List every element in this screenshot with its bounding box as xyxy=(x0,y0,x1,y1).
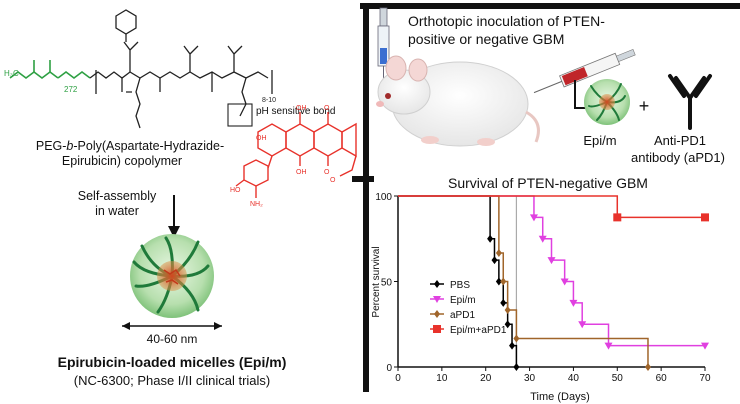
data-point xyxy=(613,213,622,222)
data-point xyxy=(509,341,516,350)
data-point xyxy=(569,299,578,307)
data-point xyxy=(560,278,569,286)
data-point xyxy=(547,257,556,265)
y-tick-label: 0 xyxy=(386,363,392,374)
data-point xyxy=(701,213,709,222)
data-point xyxy=(487,234,494,243)
data-point xyxy=(500,277,507,286)
self-assembly-arrow xyxy=(168,195,180,238)
legend-label: Epi/m+aPD1 xyxy=(450,325,507,336)
micelle-subtitle: (NC-6300; Phase I/II clinical trials) xyxy=(74,373,271,388)
y-tick-label: 50 xyxy=(381,278,393,289)
data-point xyxy=(504,306,511,315)
peg-chain xyxy=(9,60,91,79)
data-point xyxy=(513,363,520,371)
antibody-label-line2: antibody (aPD1) xyxy=(631,150,725,165)
svg-text:HO: HO xyxy=(230,187,241,194)
data-point xyxy=(491,256,498,265)
micelle-title: Epirubicin-loaded micelles (Epi/m) xyxy=(58,354,287,370)
antibody-icon xyxy=(668,74,712,130)
x-tick-label: 50 xyxy=(612,373,624,384)
epirubicin-atoms: OH O OH O OH O HO NH₂ xyxy=(230,105,336,208)
x-tick-label: 60 xyxy=(656,373,668,384)
inoculation-text-line1: Orthotopic inoculation of PTEN- xyxy=(408,13,605,29)
survival-chart: Survival of PTEN-negative GBM Percent su… xyxy=(371,175,711,403)
epi-label: Epi/m xyxy=(583,133,616,148)
x-tick-label: 0 xyxy=(395,373,401,384)
antibody-label-line1: Anti-PD1 xyxy=(654,133,706,148)
divider-arrow-tick xyxy=(352,176,374,182)
epi-micelle-icon xyxy=(584,79,630,125)
svg-text:OH: OH xyxy=(296,105,307,112)
copolymer-caption-line1: PEG-b-Poly(Aspartate-Hydrazide- xyxy=(36,139,224,153)
legend-label: Epi/m xyxy=(450,295,476,306)
inoculation-text-line2: positive or negative GBM xyxy=(408,31,564,47)
chart-legend: PBS Epi/m aPD1 Epi/m+aPD1 xyxy=(430,280,507,336)
self-assembly-line1: Self-assembly xyxy=(78,189,157,203)
polymer-backbone xyxy=(89,9,273,129)
ph-bond-box xyxy=(227,103,253,127)
data-point xyxy=(495,248,502,257)
data-point xyxy=(538,235,547,243)
right-panel: Orthotopic inoculation of PTEN- positive… xyxy=(371,7,725,403)
data-point xyxy=(495,277,502,286)
y-tick-label: 100 xyxy=(375,192,392,203)
legend-label: PBS xyxy=(450,280,470,291)
data-point xyxy=(500,298,507,307)
plus-sign: + xyxy=(639,96,650,116)
legend-label: aPD1 xyxy=(450,310,475,321)
peg-subscript: 272 xyxy=(64,85,78,94)
data-point xyxy=(604,342,613,350)
mouse-illustration xyxy=(376,55,540,147)
methoxy-label: H₃C xyxy=(4,69,19,78)
data-point xyxy=(701,342,709,350)
copolymer-caption-line2: Epirubicin) copolymer xyxy=(62,154,182,168)
panel-divider xyxy=(360,3,740,392)
svg-text:NH₂: NH₂ xyxy=(250,201,263,208)
x-tick-label: 20 xyxy=(480,373,492,384)
data-point xyxy=(529,214,538,222)
left-panel: H₃C 272 8-10 pH sensitive bond xyxy=(4,3,740,392)
svg-text:O: O xyxy=(330,177,336,184)
x-tick-label: 10 xyxy=(436,373,448,384)
x-tick-label: 40 xyxy=(568,373,580,384)
injection-syringe-icon xyxy=(533,48,636,94)
x-tick-label: 70 xyxy=(699,373,711,384)
svg-text:O: O xyxy=(324,169,330,176)
repeat-subscript: 8-10 xyxy=(262,97,276,104)
x-axis-label: Time (Days) xyxy=(530,391,589,403)
chart-axes: 0 10 20 30 40 50 60 70 0 50 100 xyxy=(375,192,711,384)
chart-plot-area xyxy=(398,195,709,371)
chart-title: Survival of PTEN-negative GBM xyxy=(448,175,648,191)
data-point xyxy=(513,334,520,343)
y-axis-label: Percent survival xyxy=(371,246,382,317)
micelle-illustration xyxy=(130,234,214,318)
epirubicin-structure xyxy=(235,112,357,198)
svg-text:O: O xyxy=(324,105,330,112)
svg-text:OH: OH xyxy=(296,169,307,176)
self-assembly-line2: in water xyxy=(95,204,139,218)
legend-marker xyxy=(433,296,441,303)
x-tick-label: 30 xyxy=(524,373,536,384)
ph-bond-label: pH sensitive bond xyxy=(256,106,336,117)
series-line xyxy=(398,195,705,347)
data-point xyxy=(644,363,651,371)
legend-marker xyxy=(434,280,440,288)
series-line xyxy=(398,195,649,367)
size-scale-arrow xyxy=(122,322,222,330)
legend-marker xyxy=(434,310,440,318)
data-point xyxy=(578,321,587,329)
svg-text:OH: OH xyxy=(256,135,267,142)
size-label: 40-60 nm xyxy=(147,332,198,346)
series-line xyxy=(398,195,705,219)
data-point xyxy=(504,320,511,329)
legend-marker xyxy=(433,325,441,333)
